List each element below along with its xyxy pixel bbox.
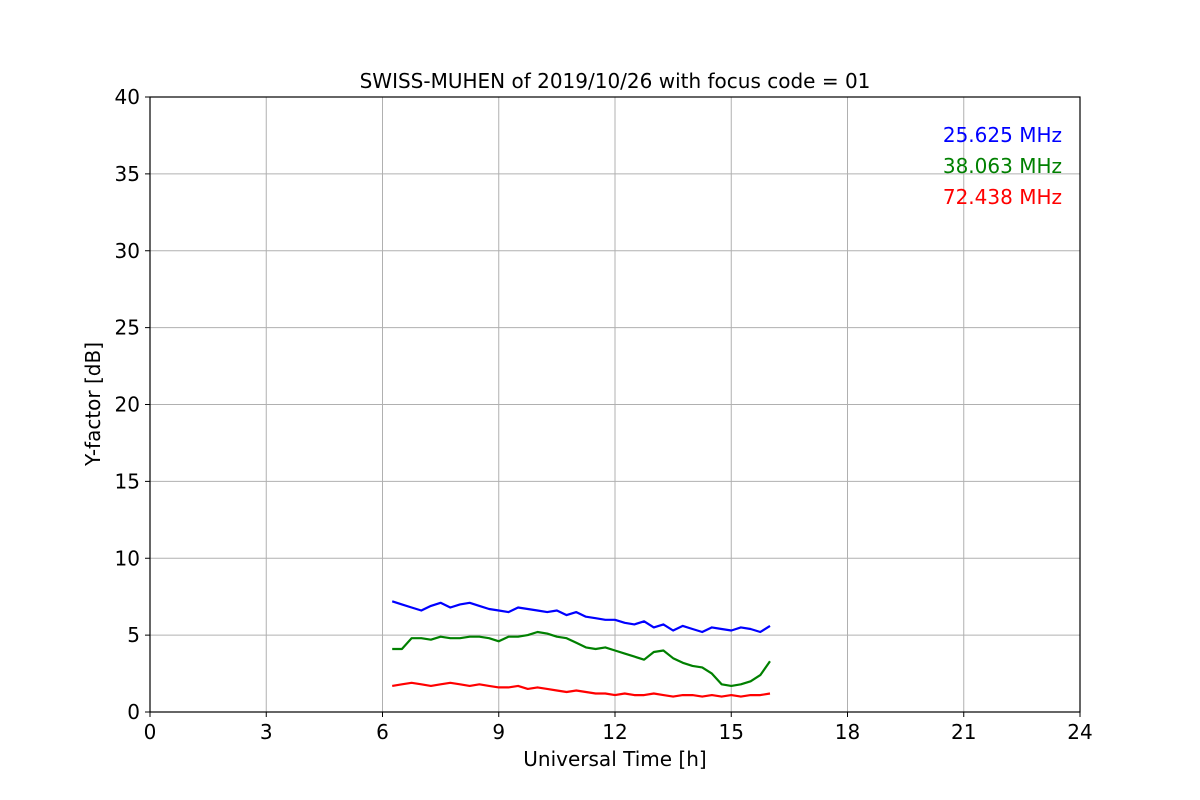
y-tick-label-6: 30 — [115, 239, 140, 263]
y-ticks: 0 5 10 15 20 25 30 35 40 — [115, 85, 150, 724]
x-axis-label: Universal Time [h] — [523, 747, 706, 771]
legend: 25.625 MHz 38.063 MHz 72.438 MHz — [943, 123, 1062, 209]
x-tick-label-0: 0 — [144, 720, 157, 744]
y-tick-label-3: 15 — [115, 469, 140, 493]
series-line-2 — [392, 681, 771, 698]
series-line-0 — [391, 600, 771, 634]
y-tick-label-8: 40 — [115, 85, 140, 109]
y-tick-label-4: 20 — [115, 393, 140, 417]
legend-entry-2: 72.438 MHz — [943, 185, 1062, 209]
x-tick-label-1: 3 — [260, 720, 273, 744]
y-tick-label-2: 10 — [115, 546, 140, 570]
y-tick-label-1: 5 — [127, 623, 140, 647]
x-tick-label-5: 15 — [719, 720, 744, 744]
x-tick-label-4: 12 — [602, 720, 627, 744]
series-lines — [391, 600, 771, 698]
x-tick-label-3: 9 — [492, 720, 505, 744]
y-tick-label-7: 35 — [115, 162, 140, 186]
x-tick-label-8: 24 — [1067, 720, 1092, 744]
y-tick-label-5: 25 — [115, 316, 140, 340]
y-axis-label: Y-factor [dB] — [81, 342, 105, 467]
x-tick-label-7: 21 — [951, 720, 976, 744]
x-tick-label-6: 18 — [835, 720, 860, 744]
legend-entry-0: 25.625 MHz — [943, 123, 1062, 147]
x-ticks: 0 3 6 9 12 15 18 21 24 — [144, 712, 1093, 744]
x-tick-label-2: 6 — [376, 720, 389, 744]
legend-entry-1: 38.063 MHz — [943, 154, 1062, 178]
y-tick-label-0: 0 — [127, 700, 140, 724]
chart-title: SWISS-MUHEN of 2019/10/26 with focus cod… — [360, 69, 871, 93]
series-line-1 — [392, 630, 771, 688]
